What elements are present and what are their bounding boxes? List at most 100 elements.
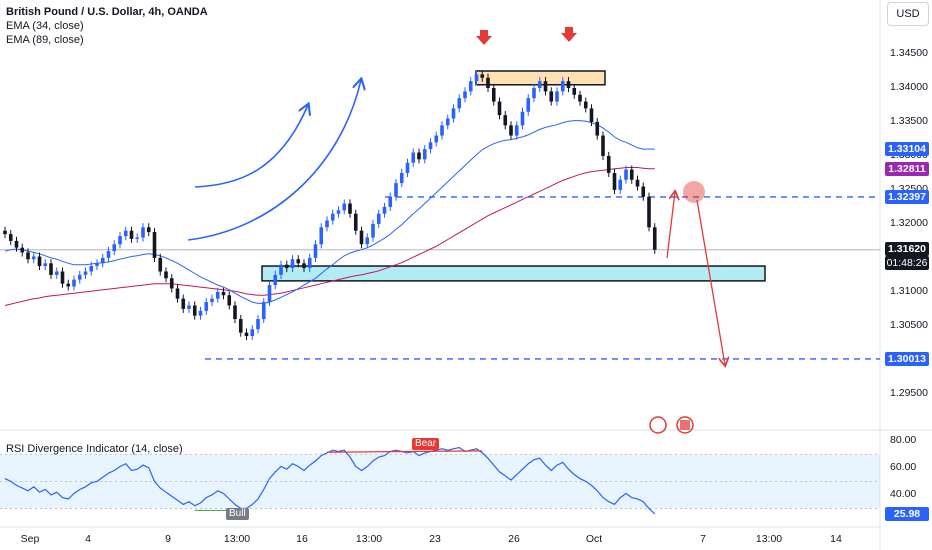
bear-divergence-line bbox=[326, 450, 483, 453]
candle-body bbox=[26, 252, 30, 260]
candle-body bbox=[365, 237, 370, 245]
candle-body bbox=[532, 87, 536, 99]
candle-body bbox=[187, 305, 191, 309]
candle-body bbox=[589, 108, 594, 122]
candle-body bbox=[14, 240, 19, 248]
rsi-line bbox=[4, 446, 656, 515]
candle-body bbox=[371, 223, 375, 238]
time-tick-label: Sep bbox=[20, 533, 40, 545]
candle-body bbox=[583, 101, 588, 109]
event-icon bbox=[649, 416, 667, 434]
candle-body bbox=[181, 298, 186, 309]
candle-body bbox=[434, 135, 439, 143]
candle-body bbox=[302, 263, 306, 269]
candle-body bbox=[457, 98, 462, 109]
candle-body bbox=[129, 230, 134, 239]
candle-body bbox=[89, 266, 94, 272]
candle-body bbox=[37, 256, 42, 267]
candle-body bbox=[146, 227, 151, 233]
rsi-tick-label: 80.00 bbox=[890, 433, 917, 446]
candle-body bbox=[555, 91, 559, 102]
ema34-line bbox=[4, 120, 655, 304]
candle-body bbox=[411, 152, 416, 163]
rsi-tick-label: 60.00 bbox=[890, 460, 917, 473]
candle-body bbox=[606, 155, 611, 173]
candle-body bbox=[95, 263, 99, 267]
candle-body bbox=[422, 149, 427, 160]
candle-body bbox=[549, 91, 554, 102]
candle-body bbox=[319, 227, 324, 245]
candle-body bbox=[83, 271, 88, 275]
down-marker-arrow bbox=[561, 27, 577, 42]
price-tick-label: 1.34500 bbox=[890, 46, 928, 59]
candle-body bbox=[348, 203, 352, 214]
chart-legend: British Pound / U.S. Dollar, 4h, OANDA E… bbox=[6, 5, 208, 47]
time-tick-label: 4 bbox=[85, 533, 91, 545]
candle-body bbox=[204, 302, 209, 311]
candle-body bbox=[49, 263, 53, 275]
price-tag: 1.30013 bbox=[885, 351, 929, 366]
time-tick-label: 23 bbox=[429, 533, 441, 545]
time-tick-label: 16 bbox=[296, 533, 308, 545]
flag-icon-fill bbox=[680, 420, 690, 430]
candle-body bbox=[514, 125, 519, 136]
bear-marker: Bear bbox=[412, 438, 440, 450]
candle-body bbox=[210, 298, 214, 303]
candle-body bbox=[233, 305, 237, 320]
price-tick-label: 1.30500 bbox=[890, 318, 928, 331]
candle-body bbox=[624, 169, 628, 180]
time-tick-label: 13:00 bbox=[223, 533, 251, 545]
candle-body bbox=[60, 271, 65, 284]
candle-body bbox=[123, 230, 128, 237]
candle-body bbox=[169, 278, 174, 289]
symbol-title: British Pound / U.S. Dollar, 4h, OANDA bbox=[6, 6, 208, 18]
candle-body bbox=[526, 98, 531, 112]
candle-body bbox=[273, 274, 278, 286]
candle-body bbox=[342, 203, 347, 211]
candle-body bbox=[175, 288, 180, 299]
candle-body bbox=[66, 283, 71, 287]
candle-body bbox=[238, 319, 243, 333]
candle-body bbox=[141, 227, 145, 238]
candle-body bbox=[106, 251, 111, 258]
rsi-legend: RSI Divergence Indicator (14, close) bbox=[6, 443, 183, 455]
candle-body bbox=[43, 263, 48, 267]
candle-body bbox=[164, 271, 168, 279]
candle-body bbox=[336, 210, 341, 214]
candle-body bbox=[405, 162, 410, 173]
retest-circle bbox=[683, 181, 705, 203]
price-tick-label: 1.32000 bbox=[890, 216, 928, 229]
candle-body bbox=[279, 264, 283, 275]
candle-body bbox=[135, 237, 140, 239]
candle-body bbox=[451, 108, 456, 119]
candle-body bbox=[647, 196, 651, 228]
candle-body bbox=[72, 279, 76, 287]
candle-body bbox=[601, 135, 605, 156]
ema89-line bbox=[4, 167, 655, 306]
time-tick-label: 13:00 bbox=[755, 533, 783, 545]
candle-body bbox=[313, 244, 318, 258]
price-tag: 1.33104 bbox=[885, 141, 929, 156]
candle-body bbox=[296, 259, 301, 264]
candle-body bbox=[641, 186, 646, 197]
rsi-value-tag: 25.98 bbox=[885, 506, 929, 521]
ema89-legend: EMA (89, close) bbox=[6, 34, 84, 46]
candle-body bbox=[595, 121, 600, 136]
candle-body bbox=[394, 183, 398, 197]
last-price-tag: 1.31620 bbox=[885, 241, 929, 256]
candle-body bbox=[192, 305, 197, 316]
candle-body bbox=[497, 101, 502, 116]
candle-body bbox=[244, 332, 249, 337]
currency-button[interactable]: USD bbox=[887, 2, 929, 26]
candle-body bbox=[578, 94, 582, 102]
candle-body bbox=[480, 74, 485, 78]
candle-body bbox=[612, 172, 617, 190]
candle-body bbox=[382, 206, 387, 214]
trend-arrow-1 bbox=[194, 105, 308, 188]
candle-body bbox=[572, 87, 577, 95]
candle-body bbox=[112, 244, 117, 252]
candle-body bbox=[520, 111, 525, 126]
time-tick-label: 9 bbox=[165, 533, 171, 545]
candle-body bbox=[100, 257, 105, 264]
